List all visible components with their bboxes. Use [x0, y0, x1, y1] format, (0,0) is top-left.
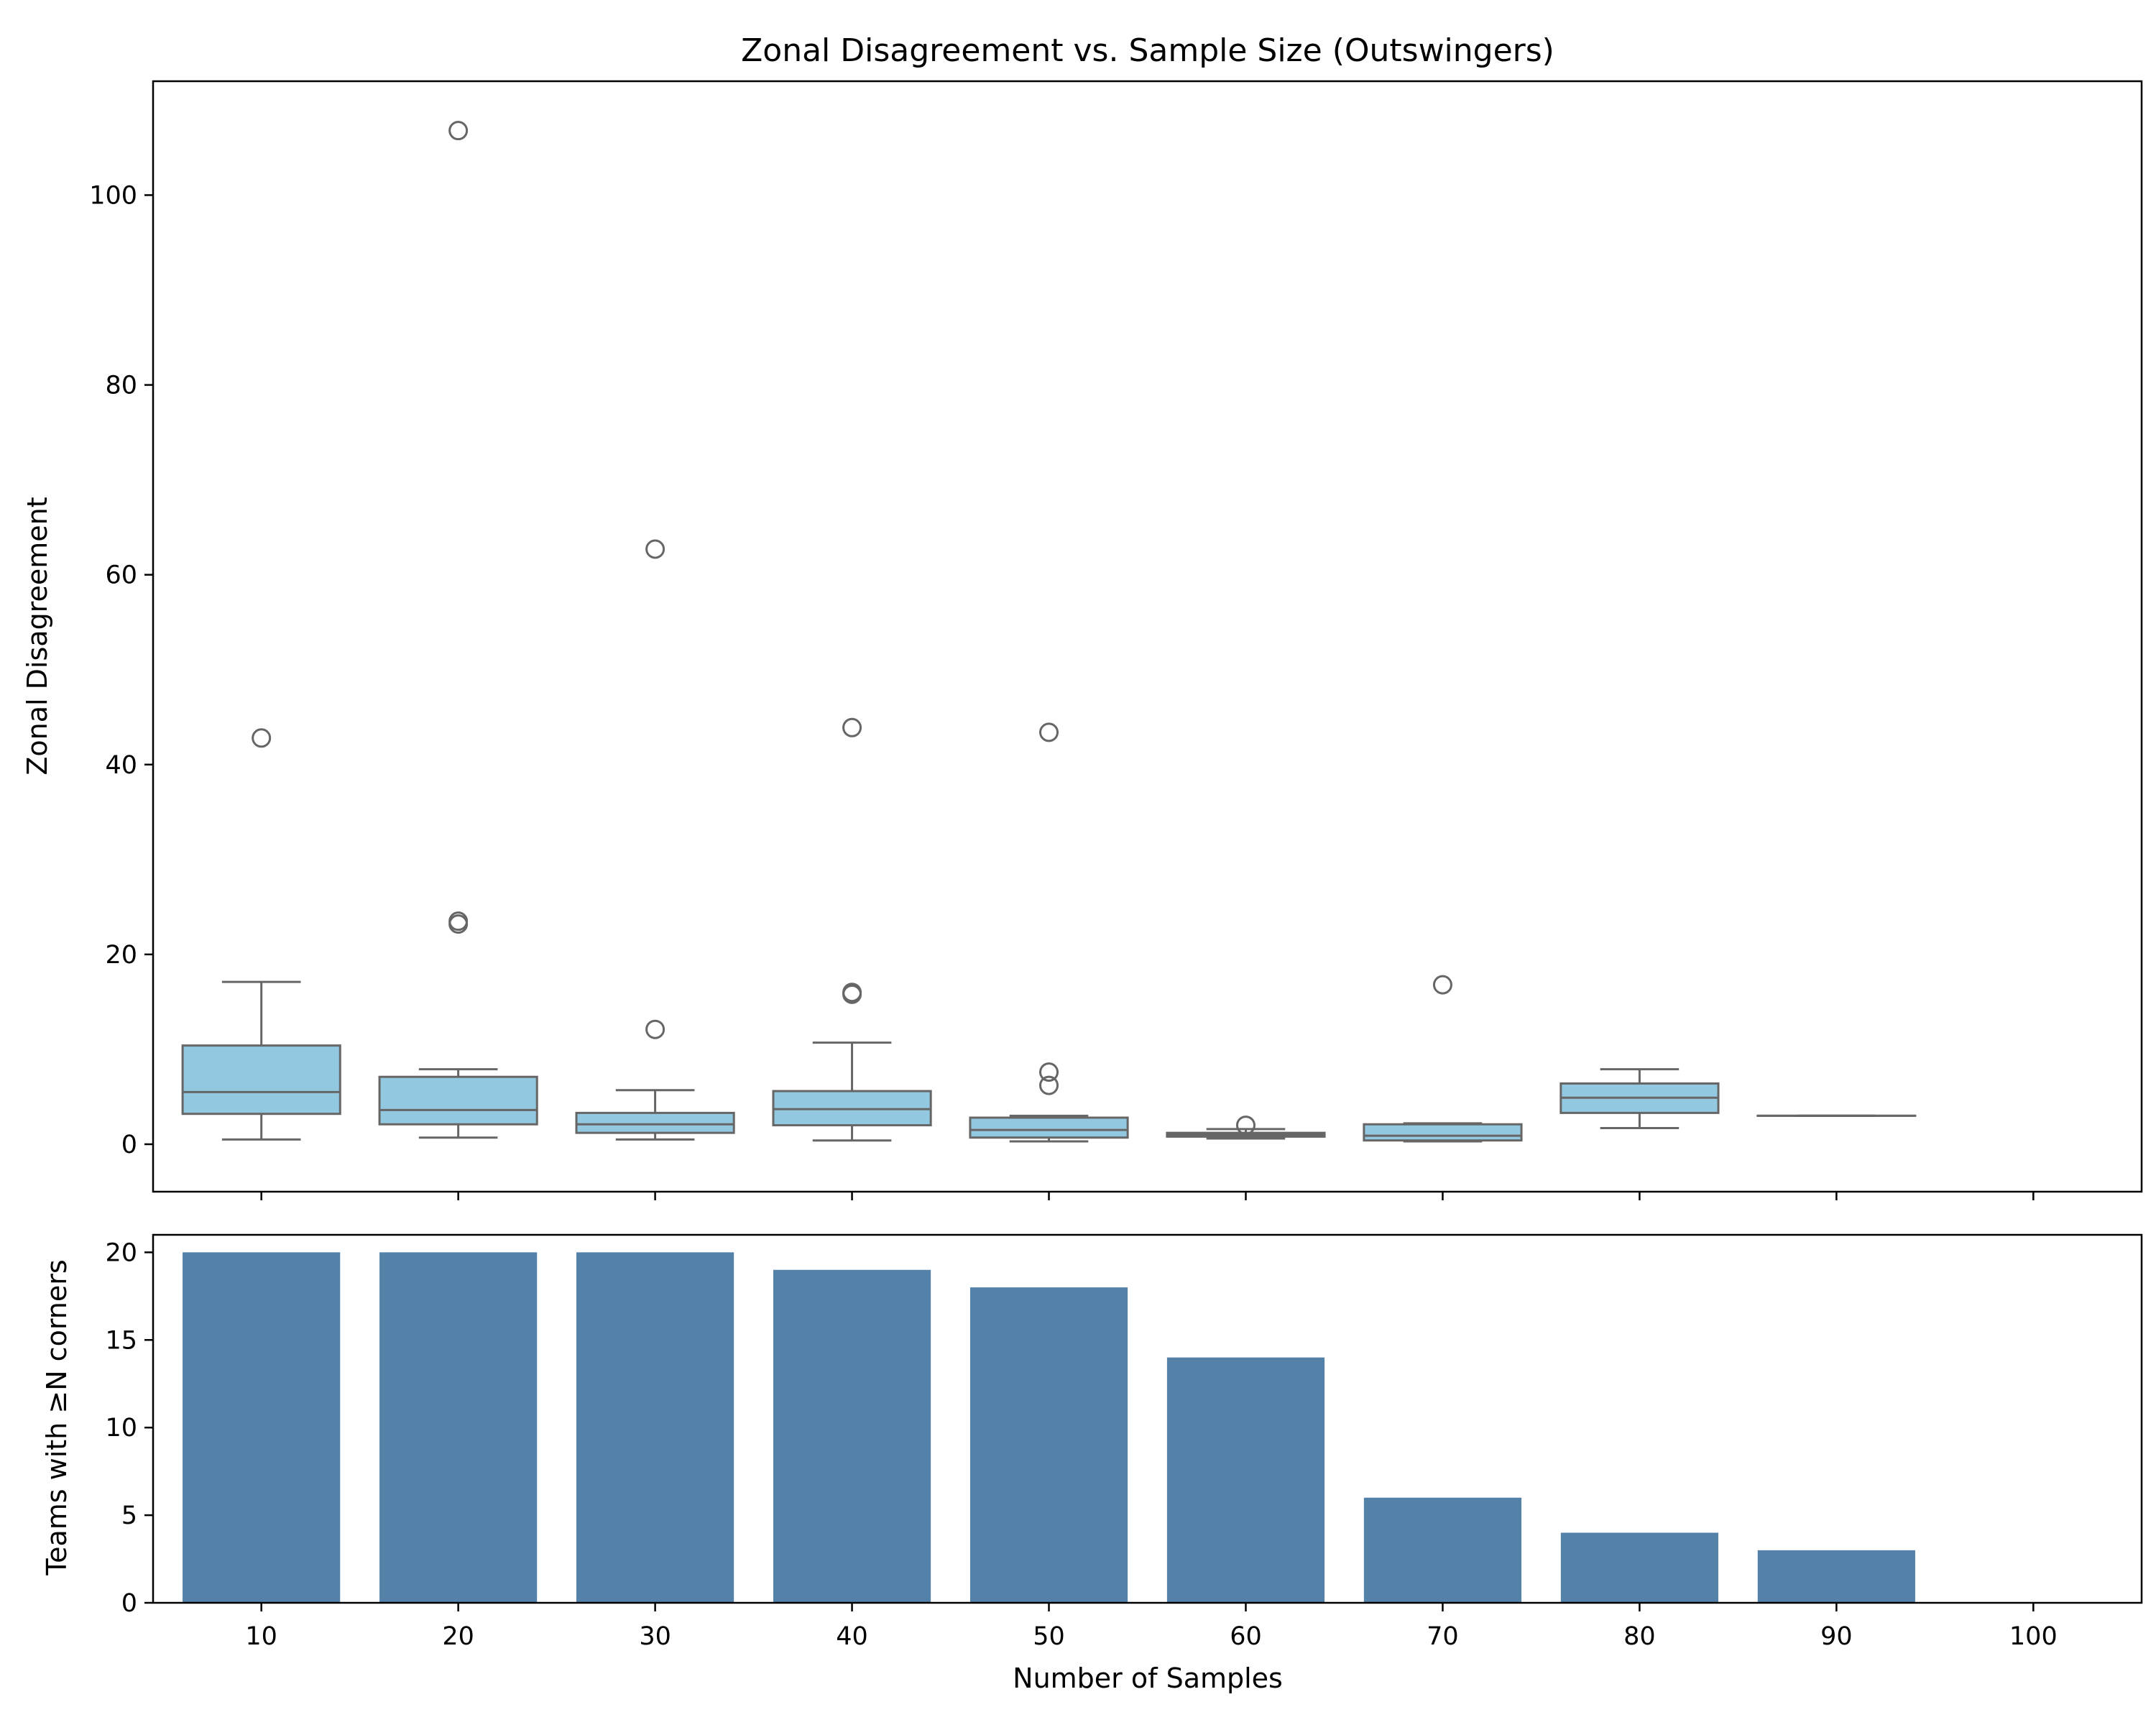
- outlier-point: [1039, 722, 1059, 742]
- outlier-point: [645, 1019, 665, 1039]
- outlier-point: [448, 911, 469, 932]
- top-y-tick-label: 60: [105, 561, 137, 590]
- box-70: [1363, 975, 1523, 1143]
- bar-80: [1560, 1532, 1718, 1603]
- x-axis-label: Number of Samples: [1013, 1662, 1283, 1694]
- outlier-point: [842, 983, 862, 1003]
- top-y-tick-label: 100: [89, 181, 137, 210]
- bar-30: [576, 1252, 734, 1603]
- bottom-y-tick-label: 0: [121, 1589, 137, 1618]
- outlier-point: [448, 121, 469, 141]
- box-iqr: [1363, 1123, 1523, 1142]
- bottom-plot-frame: [152, 1233, 2143, 1604]
- box-60: [1166, 1116, 1326, 1140]
- bar-40: [773, 1269, 931, 1603]
- bottom-y-tick-label: 20: [105, 1238, 137, 1267]
- box-30: [575, 539, 735, 1141]
- top-y-tick-label: 20: [105, 941, 137, 970]
- bar-70: [1363, 1497, 1522, 1603]
- bar-10: [183, 1252, 341, 1603]
- outlier-point: [252, 728, 272, 748]
- bar-plot-area: 0 5 10 15 20 10 20 30 40 50 60 70 80 90 100: [105, 1238, 2057, 1651]
- x-tick-label: 20: [442, 1622, 474, 1651]
- bottom-y-axis-label: Teams with ≥N corners: [41, 1259, 73, 1576]
- outlier-point: [1432, 975, 1452, 995]
- box-80: [1560, 1068, 1720, 1130]
- box-40: [772, 717, 932, 1142]
- top-y-axis-label: Zonal Disagreement: [22, 497, 53, 775]
- x-tick-label: 100: [2009, 1622, 2058, 1651]
- top-plot-frame: [152, 80, 2143, 1193]
- bottom-y-tick-label: 15: [105, 1326, 137, 1355]
- box-20: [378, 121, 538, 1139]
- bottom-y-tick-label: 5: [121, 1501, 137, 1530]
- x-tick-label: 30: [639, 1622, 671, 1651]
- box-iqr: [575, 1111, 735, 1134]
- x-tick-label: 40: [836, 1622, 868, 1651]
- outlier-point: [1039, 1062, 1059, 1082]
- top-y-tick-label: 0: [121, 1131, 137, 1159]
- x-tick-label: 80: [1623, 1622, 1656, 1651]
- box-50: [969, 722, 1129, 1143]
- bar-90: [1757, 1550, 1915, 1603]
- x-tick-label: 50: [1033, 1622, 1065, 1651]
- x-tick-label: 10: [245, 1622, 277, 1651]
- outlier-point: [645, 539, 665, 559]
- outlier-point: [842, 717, 862, 737]
- box-iqr: [378, 1075, 538, 1126]
- x-tick-label: 70: [1427, 1622, 1459, 1651]
- outlier-point: [1235, 1116, 1256, 1136]
- bar-60: [1166, 1357, 1325, 1603]
- bar-50: [969, 1287, 1128, 1603]
- outlier-point: [1039, 1075, 1059, 1095]
- x-tick-label: 60: [1230, 1622, 1262, 1651]
- box-plot-area: 0 20 40 60 80 100: [89, 121, 2035, 1200]
- top-y-tick-label: 80: [105, 372, 137, 400]
- bottom-y-tick-label: 10: [105, 1414, 137, 1443]
- box-10: [181, 728, 341, 1141]
- box-iqr: [969, 1116, 1129, 1139]
- x-tick-label: 90: [1820, 1622, 1853, 1651]
- chart-title: Zonal Disagreement vs. Sample Size (Outs…: [741, 32, 1554, 69]
- bar-20: [379, 1252, 538, 1603]
- top-y-tick-label: 40: [105, 751, 137, 780]
- box-iqr: [181, 1044, 341, 1116]
